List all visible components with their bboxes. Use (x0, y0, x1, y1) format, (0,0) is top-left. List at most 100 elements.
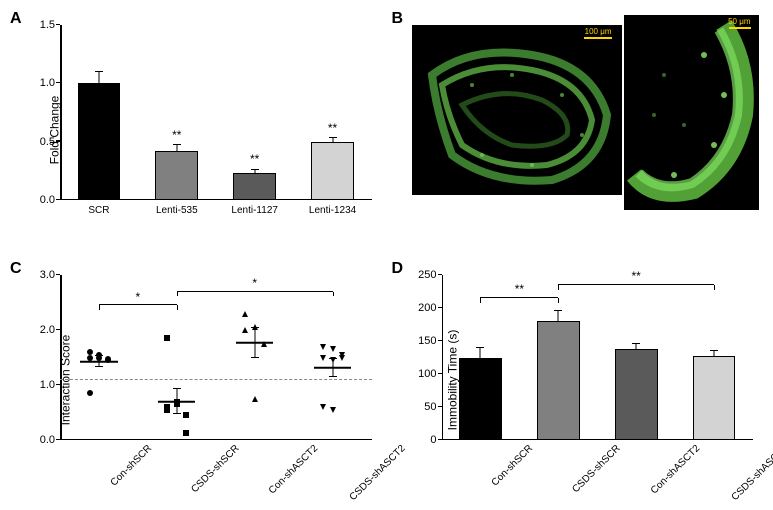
y-axis (60, 25, 62, 200)
y-axis (60, 275, 62, 440)
ytick-mark (56, 439, 60, 441)
panel-b-label: B (392, 10, 404, 28)
error-bar (332, 138, 333, 142)
scatter-point (329, 401, 337, 419)
error-bar (176, 389, 177, 401)
xtick-label: CSDS-shSCR (570, 443, 622, 495)
ytick-label: 1.0 (40, 379, 55, 391)
significance-tick (558, 298, 559, 303)
ytick-mark (438, 340, 442, 342)
significance-tick (177, 305, 178, 310)
significance-mark: * (136, 290, 141, 304)
error-bar (558, 311, 559, 320)
bar (155, 151, 198, 200)
bar (233, 173, 276, 200)
xtick-label: Lenti-1234 (309, 205, 356, 216)
ytick-mark (56, 384, 60, 386)
ytick-label: 0.5 (40, 136, 55, 148)
error-bar (714, 351, 715, 356)
error-bar (480, 348, 481, 359)
panel-a-label: A (10, 10, 22, 28)
error-cap (476, 347, 484, 348)
error-cap (710, 350, 718, 351)
error-cap (554, 310, 562, 311)
bar (693, 356, 736, 440)
error-bar (254, 170, 255, 174)
significance-tick (99, 305, 100, 310)
scatter-point (241, 321, 249, 339)
error-cap (173, 413, 181, 414)
scatter-point (241, 305, 249, 323)
bar (459, 358, 502, 440)
ytick-mark (438, 439, 442, 441)
scatter-point (338, 349, 346, 367)
xtick-label: Con-shSCR (490, 443, 536, 489)
scale-bar-right: 50 μm (728, 17, 750, 26)
reference-line (60, 379, 372, 380)
ytick-label: 100 (418, 368, 436, 380)
bar (311, 142, 354, 200)
significance-mark: ** (172, 128, 181, 142)
error-cap (95, 355, 103, 356)
ytick-mark (438, 307, 442, 309)
error-bar (176, 145, 177, 151)
significance-tick (714, 285, 715, 290)
error-bar (98, 72, 99, 84)
significance-tick (480, 298, 481, 303)
significance-line (480, 297, 558, 298)
ytick-mark (56, 274, 60, 276)
significance-mark: ** (328, 121, 337, 135)
scatter-point (104, 350, 112, 368)
panel-c-label: C (10, 260, 22, 278)
ytick-label: 0 (430, 434, 436, 446)
error-bar (254, 343, 255, 358)
ytick-label: 3.0 (40, 269, 55, 281)
scale-bar-line (729, 27, 751, 29)
xtick-label: CSDS-shSCR (189, 443, 241, 495)
ytick-label: 50 (424, 401, 436, 413)
scatter-point (163, 329, 171, 347)
ytick-mark (438, 406, 442, 408)
significance-mark: * (252, 276, 257, 290)
error-bar (636, 344, 637, 349)
ytick-mark (438, 274, 442, 276)
ytick-mark (56, 24, 60, 26)
scale-bar-line (584, 37, 612, 39)
xtick-label: CSDS-shASCT2 (729, 443, 773, 503)
error-cap (173, 144, 181, 145)
scatter-point (251, 390, 259, 408)
scale-bar-left: 100 μm (585, 27, 612, 36)
xtick-label: Lenti-1127 (231, 205, 278, 216)
panel-b: B 100 μm (392, 10, 764, 250)
error-cap (632, 343, 640, 344)
ytick-mark (56, 199, 60, 201)
ytick-mark (56, 140, 60, 142)
significance-tick (333, 292, 334, 297)
ytick-mark (438, 373, 442, 375)
hippocampus-image-icon (412, 25, 622, 195)
significance-mark: ** (515, 282, 524, 296)
ytick-label: 150 (418, 335, 436, 347)
significance-line (99, 304, 177, 305)
xtick-label: Lenti-535 (156, 205, 198, 216)
error-cap (251, 169, 259, 170)
scatter-point (260, 335, 268, 353)
error-cap (95, 366, 103, 367)
error-bar (332, 359, 333, 368)
panel-c-chart: 0.01.02.03.0Con-shSCRCSDS-shSCRCon-shASC… (60, 275, 372, 440)
error-cap (251, 327, 259, 328)
scatter-point (163, 401, 171, 419)
micrograph-right: 50 μm (624, 15, 759, 210)
significance-mark: ** (632, 269, 641, 283)
micrograph-left: 100 μm (412, 25, 622, 195)
error-cap (329, 376, 337, 377)
scatter-point (182, 406, 190, 424)
scatter-point (319, 398, 327, 416)
xtick-label: Con-shSCR (108, 443, 154, 489)
error-cap (329, 358, 337, 359)
panel-d-label: D (392, 260, 404, 278)
xtick-label: Con-shASCT2 (267, 443, 320, 496)
ytick-label: 250 (418, 269, 436, 281)
ytick-mark (56, 82, 60, 84)
ytick-label: 1.5 (40, 19, 55, 31)
